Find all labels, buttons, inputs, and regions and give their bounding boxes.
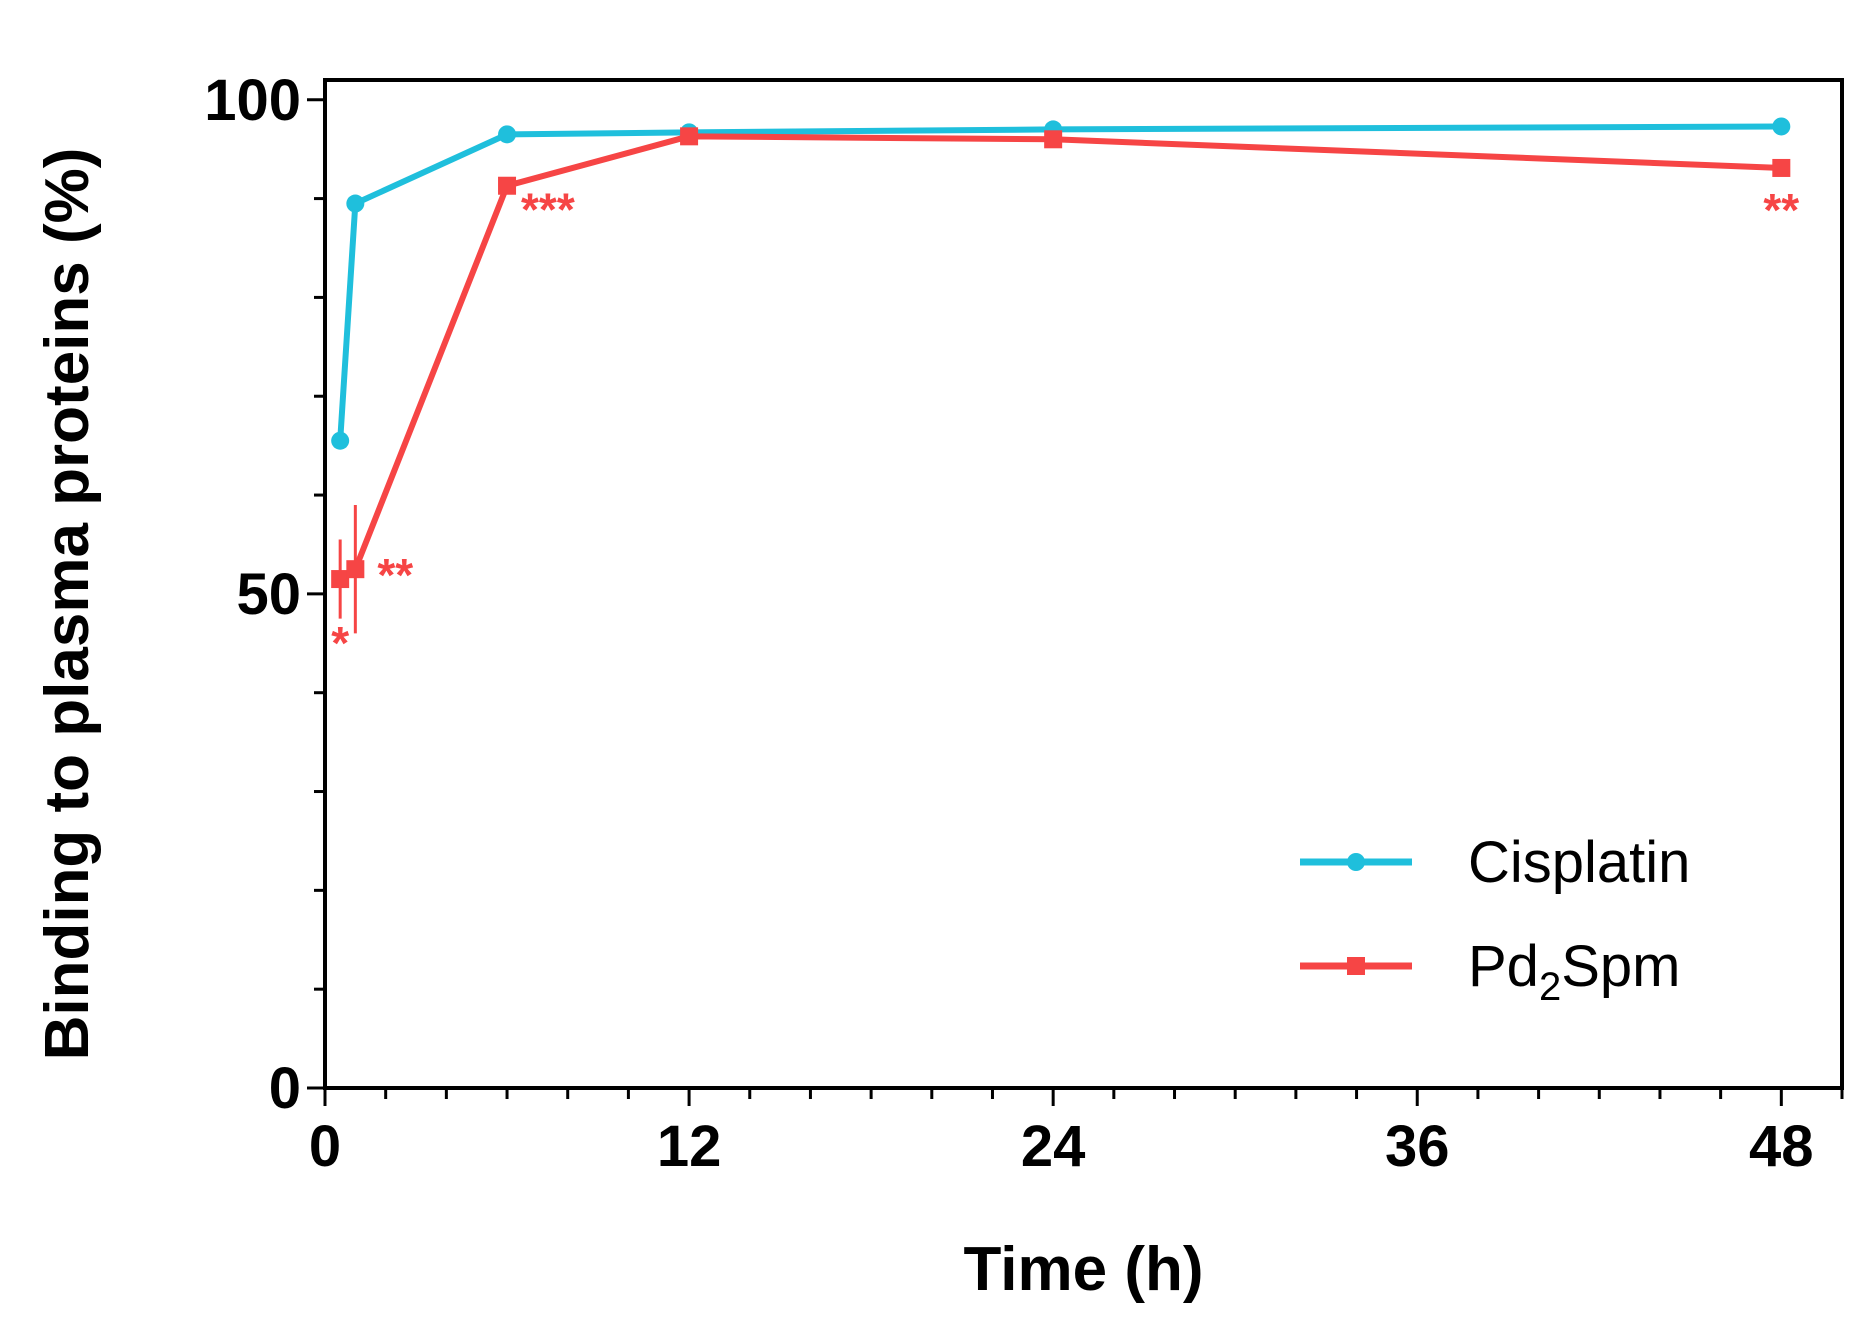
significance-annotations: ****** ** [331,184,1799,669]
series-cisplatin [331,117,1791,450]
data-point [498,176,517,195]
legend-label: Pd2Spm [1468,934,1680,1009]
data-point [346,194,365,213]
y-tick-label: 0 [269,1056,301,1121]
y-axis-title: Binding to plasma proteins (%) [33,148,102,1061]
significance-mark: ** [1763,184,1799,236]
x-axis-title: Time (h) [964,1235,1204,1304]
significance-mark: ** [377,549,413,601]
data-point [1772,117,1791,136]
plot-frame [323,78,1844,1090]
significance-mark: * [331,617,349,669]
y-tick-label: 50 [236,562,301,627]
legend-label: Cisplatin [1468,830,1690,895]
legend-marker [1347,957,1365,975]
legend: Cisplatin Pd2Spm [1300,830,1690,1009]
x-tick-label: 48 [1749,1114,1814,1179]
x-tick-label: 24 [1021,1114,1086,1179]
ticks: 0 12 24 36 48 0 50 100 [204,68,1844,1179]
series-layer [331,117,1791,634]
data-point [331,431,350,450]
series-pd2spm [331,127,1791,634]
series-line [337,123,1782,441]
data-point [498,125,517,144]
axes [323,78,1844,1090]
x-tick-label: 0 [309,1114,341,1179]
x-tick-label: 36 [1385,1114,1450,1179]
legend-item-pd2spm: Pd2Spm [1300,934,1680,1009]
data-point [1044,130,1063,149]
data-point [346,560,365,579]
legend-item-cisplatin: Cisplatin [1300,830,1690,895]
data-point [331,570,350,589]
legend-marker [1347,853,1365,871]
x-tick-label: 12 [657,1114,722,1179]
data-point [1772,158,1791,177]
y-tick-label: 100 [204,68,301,133]
significance-mark: *** [521,184,575,236]
data-point [680,127,699,146]
